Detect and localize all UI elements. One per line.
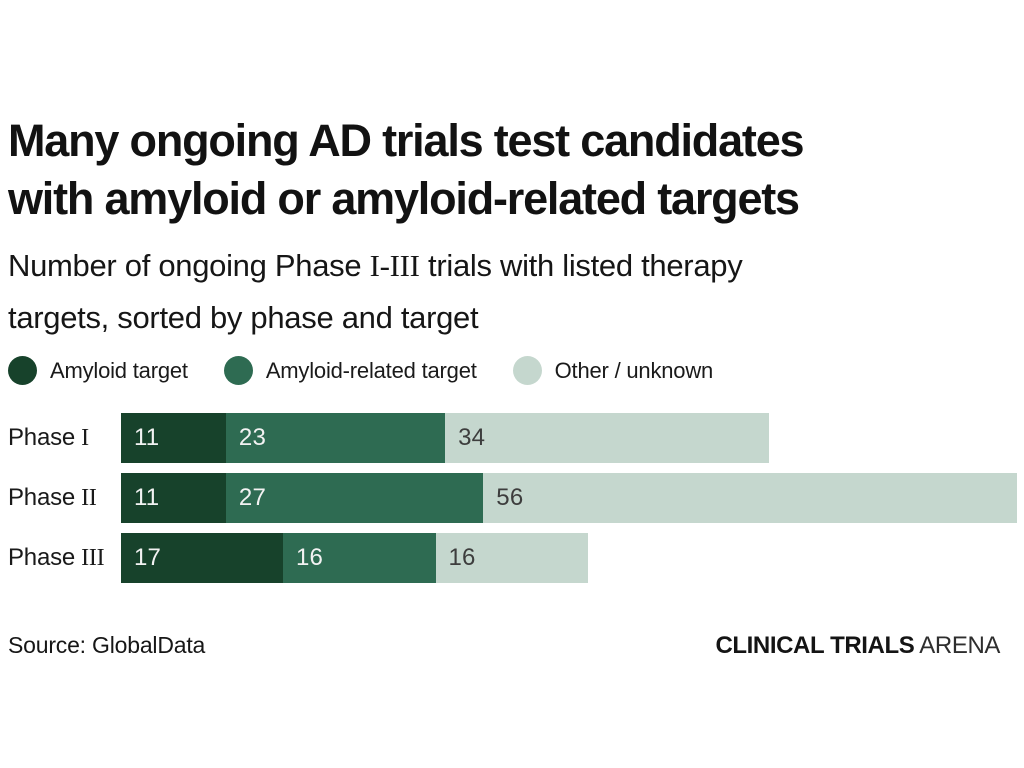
subtitle-text: trials with listed therapy — [419, 248, 743, 283]
legend-swatch-circle — [512, 356, 542, 385]
bar-track: 11 27 56 — [121, 473, 1018, 523]
bar-segment: 11 — [121, 473, 226, 523]
brand-logo: CLINICAL TRIALS ARENA — [715, 632, 1000, 660]
stacked-bar-chart: Phase I 11 23 34 Phase II 11 27 56 Phase III 17 16 16 — [8, 413, 1018, 583]
bar-segment: 16 — [435, 533, 588, 583]
legend-label: Amyloid-related target — [265, 357, 477, 383]
brand-logo-bold: CLINICAL TRIALS — [715, 632, 915, 659]
subtitle-text: Number of ongoing Phase — [8, 248, 370, 283]
source-note: Source: GlobalData — [8, 632, 206, 658]
row-label: Phase III — [8, 533, 121, 583]
bar-segment: 17 — [121, 533, 283, 583]
bar-value-label: 11 — [134, 484, 160, 511]
bar-segment: 34 — [445, 413, 770, 463]
subtitle-text: targets, sorted by phase and target — [8, 300, 479, 335]
bar-segment: 27 — [225, 473, 484, 523]
legend-swatch-circle — [223, 356, 253, 385]
legend-label: Amyloid target — [50, 357, 188, 383]
legend-item: Amyloid target — [8, 356, 188, 385]
legend-item: Amyloid-related target — [223, 356, 477, 385]
row-label: Phase II — [8, 473, 121, 523]
legend-label: Other / unknown — [554, 357, 714, 383]
row-label-text: Phase — [8, 484, 76, 511]
row-label-text: Phase — [8, 544, 76, 571]
bar-value-label: 23 — [238, 424, 266, 451]
bar-value-label: 11 — [134, 424, 160, 451]
row-label-text: Phase — [8, 424, 76, 451]
chart-subtitle: Number of ongoing Phase I-III trials wit… — [8, 240, 1000, 344]
title-line-2: with amyloid or amyloid-related targets — [8, 173, 800, 224]
footer: Source: GlobalData CLINICAL TRIALS ARENA — [8, 632, 1000, 660]
bar-track: 17 16 16 — [121, 533, 588, 583]
chart-row: Phase I 11 23 34 — [8, 413, 1000, 463]
legend-swatch-circle — [8, 356, 37, 385]
title-line-1: Many ongoing AD trials test candidates — [8, 115, 805, 166]
bar-value-label: 17 — [134, 544, 162, 571]
bar-segment: 23 — [225, 413, 446, 463]
subtitle-roman-numerals: I-III — [369, 248, 420, 283]
row-label-roman-numeral: II — [81, 484, 97, 511]
bar-value-label: 16 — [296, 544, 324, 571]
bar-value-label: 56 — [496, 484, 524, 511]
chart-title: Many ongoing AD trials test candidates wi… — [8, 0, 1000, 228]
chart-row: Phase III 17 16 16 — [8, 533, 1000, 583]
bar-value-label: 16 — [448, 544, 476, 571]
bar-segment: 16 — [283, 533, 436, 583]
bar-segment: 56 — [483, 473, 1018, 523]
bar-track: 11 23 34 — [121, 413, 770, 463]
legend-item: Other / unknown — [512, 356, 714, 385]
row-label-roman-numeral: III — [81, 544, 105, 571]
row-label-roman-numeral: I — [81, 424, 89, 451]
bar-value-label: 34 — [458, 424, 486, 451]
chart-row: Phase II 11 27 56 — [8, 473, 1018, 523]
legend: Amyloid target Amyloid-related target Othe… — [8, 356, 1000, 385]
bar-value-label: 27 — [238, 484, 266, 511]
brand-logo-light: ARENA — [919, 632, 1000, 659]
row-label: Phase I — [8, 413, 121, 463]
bar-segment: 11 — [121, 413, 226, 463]
